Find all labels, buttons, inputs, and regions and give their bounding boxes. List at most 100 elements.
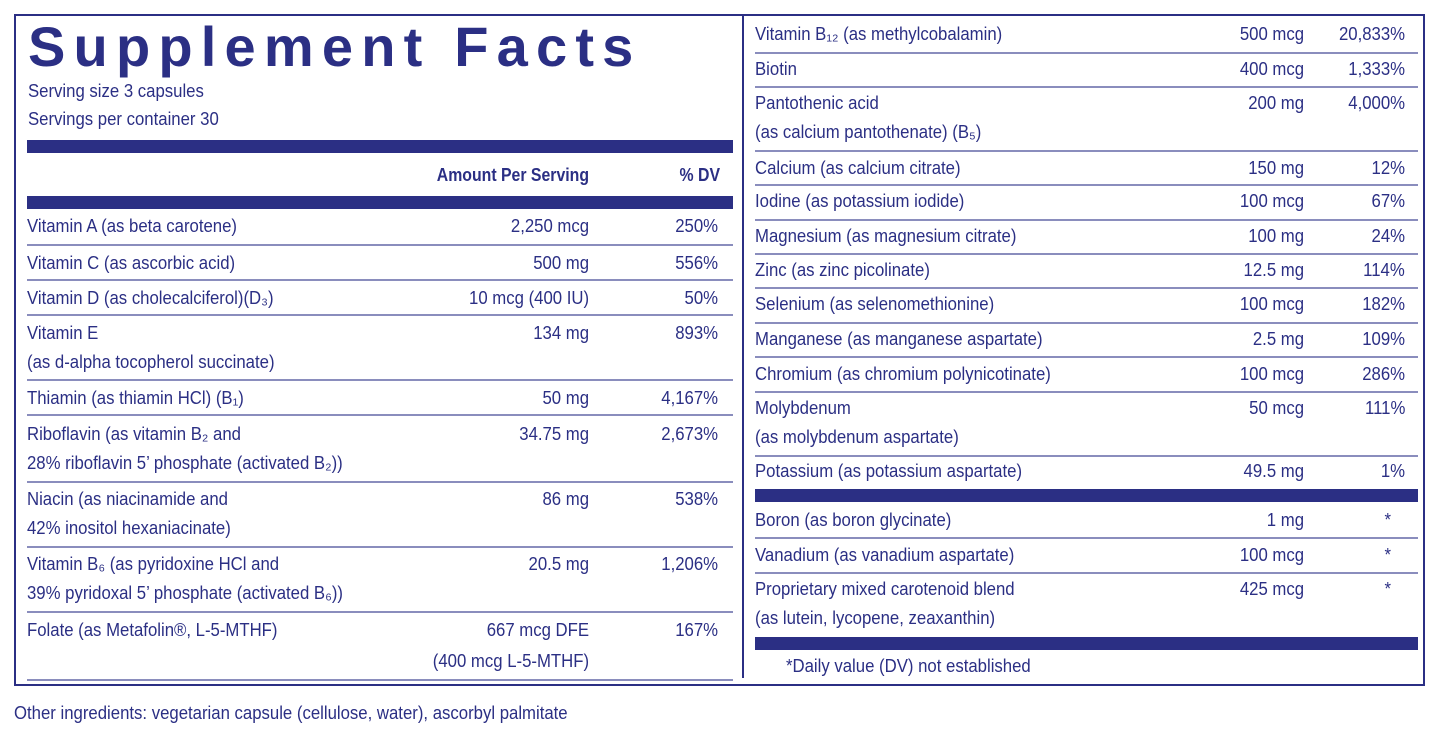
nutrient-amount: 425 mcg: [1239, 579, 1304, 599]
nutrient-source: 28% riboflavin 5’ phosphate (activated B…: [27, 453, 343, 473]
thick-bar-header: [27, 196, 733, 209]
supplement-facts-panel: [14, 14, 1425, 686]
row-divider: [27, 414, 733, 416]
nutrient-amount: 134 mg: [533, 323, 589, 343]
nutrient-source: (as molybdenum aspartate): [755, 427, 959, 447]
table-row: Iodine (as potassium iodide) 100 mcg 67%: [755, 187, 1405, 217]
row-divider: [755, 537, 1418, 539]
table-row: Magnesium (as magnesium citrate) 100 mg …: [755, 222, 1405, 252]
table-row: Niacin (as niacinamide and 42% inositol …: [27, 485, 721, 545]
nutrient-name: Zinc (as zinc picolinate): [755, 260, 930, 280]
row-divider: [755, 391, 1418, 393]
nutrient-amount: 49.5 mg: [1243, 461, 1304, 481]
row-divider: [27, 611, 733, 613]
nutrient-dv: *: [1384, 545, 1391, 565]
dv-footnote: *Daily value (DV) not established: [786, 656, 1031, 676]
nutrient-dv: 4,167%: [661, 388, 718, 408]
nutrient-amount: 12.5 mg: [1243, 260, 1304, 280]
nutrient-dv: 1%: [1380, 461, 1405, 481]
nutrient-dv: *: [1384, 510, 1391, 530]
nutrient-amount: 34.75 mg: [519, 424, 589, 444]
table-row: Selenium (as selenomethionine) 100 mcg 1…: [755, 290, 1405, 320]
nutrient-name: Magnesium (as magnesium citrate): [755, 226, 1017, 246]
nutrient-name: Niacin (as niacinamide and: [27, 489, 228, 509]
nutrient-dv: 67%: [1371, 191, 1405, 211]
row-divider: [27, 481, 733, 483]
nutrient-amount: 100 mcg: [1239, 294, 1304, 314]
nutrient-name: Vitamin E: [27, 323, 99, 343]
nutrient-dv: 111%: [1364, 398, 1405, 418]
nutrient-amount: 2.5 mg: [1252, 329, 1304, 349]
nutrient-amount: 100 mcg: [1239, 545, 1304, 565]
nutrient-dv: 250%: [675, 216, 718, 236]
nutrient-amount: 500 mg: [533, 253, 589, 273]
table-row: Thiamin (as thiamin HCl) (B₁) 50 mg 4,16…: [27, 384, 721, 414]
nutrient-name: Boron (as boron glycinate): [755, 510, 952, 530]
table-row: Vitamin C (as ascorbic acid) 500 mg 556%: [27, 249, 721, 279]
nutrient-dv: 556%: [675, 253, 718, 273]
row-divider: [755, 322, 1418, 324]
nutrient-name: Potassium (as potassium aspartate): [755, 461, 1023, 481]
nutrient-source: (as lutein, lycopene, zeaxanthin): [755, 608, 996, 628]
serving-size: Serving size 3 capsules: [28, 81, 204, 101]
nutrient-name: Vitamin B₆ (as pyridoxine HCl and: [27, 554, 280, 574]
nutrient-amount: 100 mcg: [1239, 364, 1304, 384]
nutrient-name: Vitamin B₁₂ (as methylcobalamin): [755, 24, 1003, 44]
nutrient-name: Biotin: [755, 59, 797, 79]
row-divider: [755, 572, 1418, 574]
nutrient-amount: 50 mcg: [1249, 398, 1304, 418]
table-row: Riboflavin (as vitamin B₂ and 28% ribofl…: [27, 420, 721, 480]
nutrient-name: Folate (as Metafolin®, L-5-MTHF): [27, 620, 278, 640]
table-row: Vanadium (as vanadium aspartate) 100 mcg…: [755, 541, 1405, 571]
nutrient-dv: 109%: [1362, 329, 1405, 349]
row-divider: [27, 279, 733, 281]
row-divider: [27, 679, 733, 681]
nutrient-name: Proprietary mixed carotenoid blend: [755, 579, 1015, 599]
nutrient-source: 39% pyridoxal 5’ phosphate (activated B₆…: [27, 583, 343, 603]
table-row: Vitamin B₁₂ (as methylcobalamin) 500 mcg…: [755, 20, 1405, 50]
nutrient-name: Vitamin C (as ascorbic acid): [27, 253, 236, 273]
nutrient-dv: 114%: [1363, 260, 1405, 280]
nutrient-name: Selenium (as selenomethionine): [755, 294, 995, 314]
nutrient-amount: 400 mcg: [1239, 59, 1304, 79]
nutrient-amount: 86 mg: [542, 489, 589, 509]
nutrient-dv: *: [1384, 579, 1391, 599]
nutrient-dv: 1,333%: [1348, 59, 1405, 79]
nutrient-dv: 2,673%: [661, 424, 718, 444]
nutrient-name: Vitamin A (as beta carotene): [27, 216, 238, 236]
nutrient-amount: 50 mg: [542, 388, 589, 408]
nutrient-source: 42% inositol hexaniacinate): [27, 518, 231, 538]
thick-bar-bottom: [755, 637, 1418, 650]
table-row: Vitamin B₆ (as pyridoxine HCl and 39% py…: [27, 550, 721, 610]
table-row: Biotin 400 mcg 1,333%: [755, 55, 1405, 85]
nutrient-name: Manganese (as manganese aspartate): [755, 329, 1043, 349]
header-dv: % DV: [679, 165, 720, 185]
row-divider: [755, 150, 1418, 152]
nutrient-name: Riboflavin (as vitamin B₂ and: [27, 424, 241, 444]
other-ingredients: Other ingredients: vegetarian capsule (c…: [14, 703, 568, 723]
row-divider: [755, 219, 1418, 221]
nutrient-name: Vitamin D (as cholecalciferol)(D₃): [27, 288, 274, 308]
nutrient-amount: 500 mcg: [1239, 24, 1304, 44]
nutrient-name: Thiamin (as thiamin HCl) (B₁): [27, 388, 244, 408]
header-amount-per-serving: Amount Per Serving: [436, 165, 589, 185]
nutrient-name: Chromium (as chromium polynicotinate): [755, 364, 1051, 384]
nutrient-source: (as d-alpha tocopherol succinate): [27, 352, 275, 372]
nutrient-name: Calcium (as calcium citrate): [755, 158, 961, 178]
table-row: Zinc (as zinc picolinate) 12.5 mg 114%: [755, 256, 1405, 286]
nutrient-name: Vanadium (as vanadium aspartate): [755, 545, 1015, 565]
table-row: Chromium (as chromium polynicotinate) 10…: [755, 360, 1405, 390]
table-row: Pantothenic acid (as calcium pantothenat…: [755, 89, 1405, 149]
nutrient-dv: 20,833%: [1338, 24, 1405, 44]
table-row: Vitamin E (as d-alpha tocopherol succina…: [27, 319, 721, 379]
table-row: Molybdenum (as molybdenum aspartate) 50 …: [755, 394, 1405, 454]
row-divider: [755, 287, 1418, 289]
nutrient-dv: 1,206%: [661, 554, 718, 574]
nutrient-name: Pantothenic acid: [755, 93, 879, 113]
servings-per-container: Servings per container 30: [28, 109, 219, 129]
table-row: Boron (as boron glycinate) 1 mg *: [755, 506, 1405, 536]
table-row: Potassium (as potassium aspartate) 49.5 …: [755, 457, 1405, 487]
nutrient-dv: 182%: [1362, 294, 1405, 314]
nutrient-source: (as calcium pantothenate) (B₅): [755, 122, 982, 142]
row-divider: [27, 314, 733, 316]
